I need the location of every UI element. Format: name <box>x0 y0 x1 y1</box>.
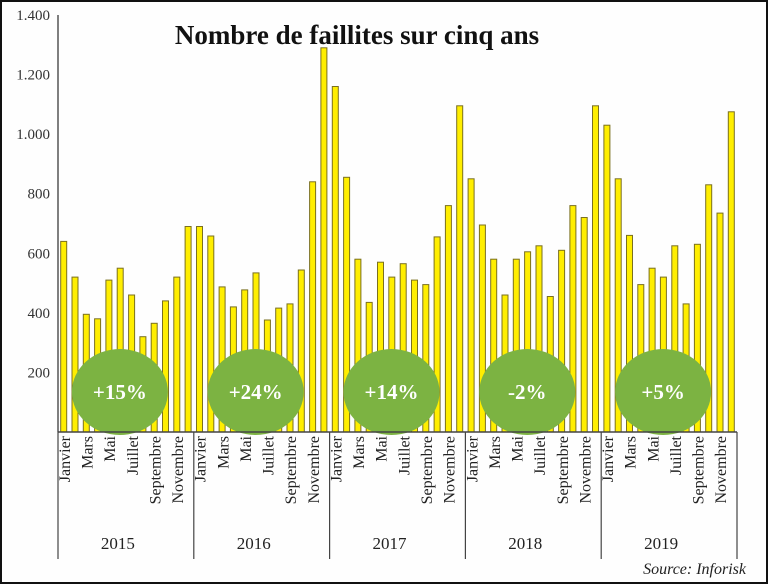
change-badge: +5% <box>615 349 712 435</box>
month-label: Septembre <box>555 436 572 504</box>
year-label: 2019 <box>644 534 678 553</box>
y-tick-label: 800 <box>28 187 51 203</box>
month-label: Juillet <box>125 435 142 475</box>
month-label: Novembre <box>713 436 730 504</box>
month-label: Novembre <box>442 436 459 504</box>
y-tick-label: 600 <box>28 246 51 262</box>
y-tick-label: 1.200 <box>16 68 50 84</box>
y-tick-label: 200 <box>28 365 51 381</box>
change-badges: +15% +24% +14% -2% +5% <box>71 349 712 435</box>
month-label: Janvier <box>600 435 617 482</box>
y-axis: 200 400 600 800 1.000 1.200 1.400 <box>16 8 59 432</box>
bar <box>162 300 169 433</box>
month-label: Janvier <box>57 435 74 482</box>
bar <box>60 240 68 433</box>
bar <box>173 276 181 433</box>
bar <box>467 178 475 433</box>
month-label: Mars <box>215 436 232 469</box>
badge-label: +5% <box>641 380 684 404</box>
month-label: Mai <box>374 435 391 461</box>
bar <box>592 105 599 433</box>
month-label: Janvier <box>329 435 346 482</box>
change-badge: +24% <box>207 349 304 435</box>
y-tick-label: 1.000 <box>16 127 50 143</box>
year-label: 2016 <box>237 534 271 553</box>
month-label: Novembre <box>170 436 187 504</box>
bar <box>444 205 452 433</box>
month-label: Mars <box>80 436 97 469</box>
month-label: Juillet <box>532 435 549 475</box>
badge-label: -2% <box>508 380 547 404</box>
month-label: Mars <box>623 436 640 469</box>
bar <box>727 111 735 433</box>
month-label: Novembre <box>306 436 323 504</box>
badge-label: +14% <box>365 380 419 404</box>
chart-title: Nombre de faillites sur cinq ans <box>175 20 539 50</box>
year-label: 2015 <box>101 534 135 553</box>
badge-circle <box>343 349 440 435</box>
month-label: Janvier <box>193 435 210 482</box>
badge-circle <box>207 349 304 435</box>
bar <box>331 86 339 433</box>
change-badge: +15% <box>71 349 168 435</box>
change-badge: +14% <box>343 349 440 435</box>
month-label: Mai <box>102 435 119 461</box>
badge-label: +15% <box>93 380 147 404</box>
month-label: Septembre <box>419 436 436 504</box>
month-label: Juillet <box>668 435 685 475</box>
y-tick-label: 1.400 <box>16 8 50 24</box>
bar <box>456 105 464 433</box>
month-label: Mai <box>510 435 527 461</box>
year-label: 2018 <box>508 534 542 553</box>
bar <box>716 212 724 433</box>
change-badge: -2% <box>479 349 576 435</box>
month-label: Mars <box>351 436 368 469</box>
badge-circle <box>615 349 712 435</box>
month-label: Septembre <box>691 436 708 504</box>
bar <box>309 181 317 433</box>
bar <box>603 124 611 433</box>
month-label: Mars <box>487 436 504 469</box>
month-label: Juillet <box>261 435 278 475</box>
month-label: Juillet <box>396 435 413 475</box>
bar <box>580 217 588 433</box>
badge-label: +24% <box>229 380 283 404</box>
month-label: Mai <box>238 435 255 461</box>
badge-circle <box>71 349 168 435</box>
year-label: 2017 <box>373 534 408 553</box>
y-tick-label: 400 <box>28 306 51 322</box>
bar <box>196 226 203 433</box>
month-label: Mai <box>645 435 662 461</box>
x-axis: Janvier Mars Mai Juillet Septembre Novembre 20… <box>57 431 738 559</box>
month-label: Novembre <box>577 436 594 504</box>
bar <box>320 47 328 433</box>
badge-circle <box>479 349 576 435</box>
bar <box>184 226 192 433</box>
source-note: Source: Inforisk <box>643 561 747 578</box>
month-label: Septembre <box>147 436 164 504</box>
month-label: Janvier <box>464 435 481 482</box>
month-label: Septembre <box>283 436 300 504</box>
